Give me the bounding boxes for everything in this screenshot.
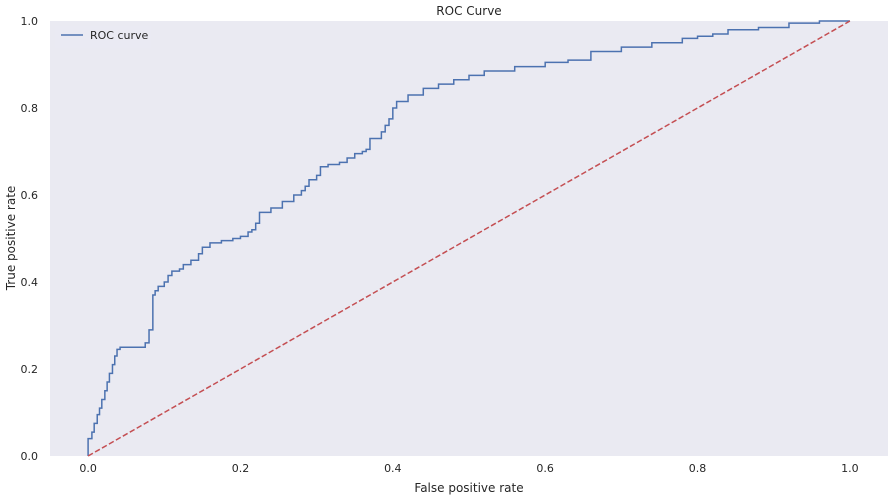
x-tick-label: 0.2 [232, 462, 250, 475]
y-axis-label: True positive rate [4, 186, 18, 292]
legend: ROC curve [55, 26, 151, 48]
roc-curve-line [87, 20, 850, 456]
x-tick-label: 0.8 [689, 462, 707, 475]
x-tick-label: 0.0 [79, 462, 97, 475]
legend-box [55, 26, 151, 48]
chance-diagonal-line [87, 20, 851, 457]
y-tick-label: 0.6 [21, 189, 39, 202]
x-tick-label: 1.0 [841, 462, 859, 475]
y-tick-label: 0.8 [21, 102, 39, 115]
y-axis-ticks: 0.0 0.2 0.4 0.6 0.8 1.0 [21, 15, 39, 463]
x-tick-label: 0.4 [384, 462, 402, 475]
y-tick-label: 1.0 [21, 15, 39, 28]
x-axis-label: False positive rate [414, 481, 523, 495]
y-tick-label: 0.0 [21, 450, 39, 463]
y-tick-label: 0.2 [21, 363, 39, 376]
x-axis-ticks: 0.0 0.2 0.4 0.6 0.8 1.0 [79, 462, 858, 475]
y-tick-label: 0.4 [21, 276, 39, 289]
x-tick-label: 0.6 [536, 462, 554, 475]
chart-title: ROC Curve [436, 4, 501, 18]
plot-background [50, 21, 888, 456]
series-layer [87, 20, 851, 457]
legend-label-roc-curve: ROC curve [90, 29, 149, 42]
